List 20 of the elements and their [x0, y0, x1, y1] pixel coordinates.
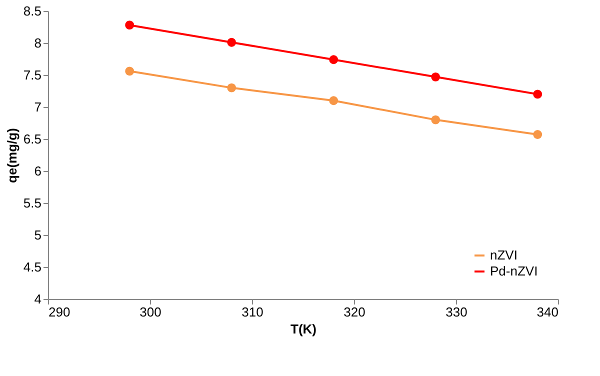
- y-tick-label: 8: [34, 36, 42, 50]
- x-tick-label: 340: [536, 304, 558, 320]
- x-tick-label: 330: [446, 304, 468, 320]
- x-tick-label: 320: [344, 304, 366, 320]
- y-tick-label: 7.5: [23, 68, 42, 82]
- y-tick-label: 5.5: [23, 196, 42, 210]
- y-tick-label: 8.5: [23, 4, 42, 18]
- legend-label: nZVI: [490, 248, 518, 262]
- y-tick-label: 4: [34, 292, 42, 306]
- y-axis-title: qe(mg/g): [4, 128, 20, 183]
- y-tick-label: 6: [34, 164, 42, 178]
- legend-label: Pd-nZVI: [490, 264, 538, 278]
- x-tick-label: 310: [242, 304, 264, 320]
- y-tick-label: 5: [34, 228, 42, 242]
- x-tick-label: 300: [140, 304, 162, 320]
- y-tick-label: 6.5: [23, 132, 42, 146]
- y-tick-label: 7: [34, 100, 42, 114]
- x-axis-title: T(K): [290, 322, 316, 336]
- x-tick-label: 290: [48, 304, 70, 320]
- y-tick-label: 4.5: [23, 260, 42, 274]
